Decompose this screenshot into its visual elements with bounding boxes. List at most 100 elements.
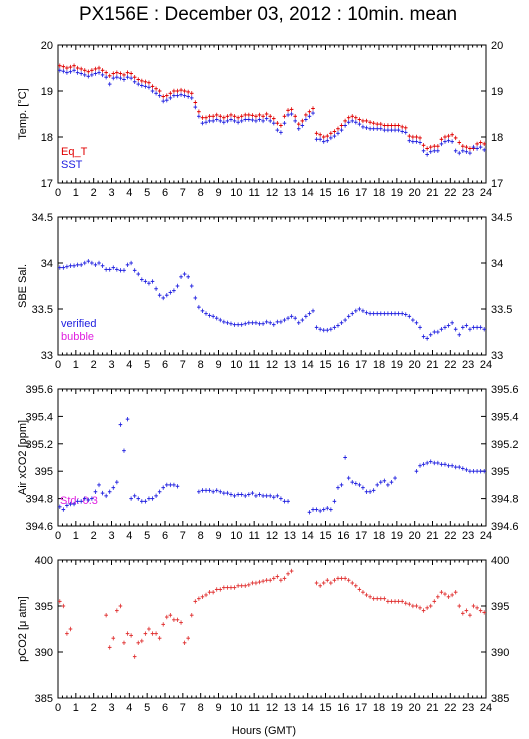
x-tick-label: 11 (248, 530, 259, 542)
data-point (229, 112, 233, 118)
data-point (300, 123, 305, 128)
data-point (343, 118, 347, 124)
x-tick-label: 6 (162, 702, 168, 714)
x-tick-label: 8 (198, 187, 204, 199)
data-point (97, 260, 101, 266)
data-point (229, 117, 233, 122)
data-point (282, 114, 287, 119)
data-point (325, 133, 330, 139)
x-tick-label: 4 (126, 359, 132, 371)
data-point (282, 317, 287, 323)
data-point (86, 497, 91, 503)
data-point (268, 114, 273, 119)
data-point (396, 127, 401, 133)
x-tick-label: 19 (391, 530, 403, 542)
data-point (207, 590, 212, 595)
legend-entry: verified (61, 318, 96, 330)
data-point (271, 495, 276, 500)
x-tick-label: 5 (144, 187, 150, 199)
x-tick-label: 7 (180, 530, 186, 542)
data-point (182, 640, 187, 645)
data-point (261, 578, 265, 584)
data-point (172, 617, 176, 622)
data-point (239, 114, 244, 119)
data-point (386, 599, 390, 604)
data-point (357, 121, 362, 127)
data-point (286, 499, 290, 504)
y-tick-label-right: 34.5 (491, 212, 512, 224)
data-point (236, 322, 240, 327)
x-tick-label: 22 (444, 187, 456, 199)
data-point (318, 132, 322, 137)
data-point (461, 466, 465, 471)
data-point (418, 140, 422, 145)
data-point (339, 576, 344, 581)
data-point (364, 592, 369, 598)
data-point (332, 499, 337, 504)
data-point (82, 260, 87, 266)
data-point (329, 507, 333, 512)
data-point (247, 117, 251, 122)
data-point (118, 75, 123, 81)
data-point (386, 123, 390, 128)
data-point (439, 462, 444, 467)
data-point (443, 462, 447, 467)
data-point (150, 631, 155, 636)
data-point (428, 149, 433, 154)
data-point (214, 316, 219, 321)
data-point (461, 144, 465, 149)
data-point (453, 148, 458, 153)
data-point (179, 274, 183, 279)
data-point (271, 576, 276, 581)
data-point (157, 88, 162, 94)
data-point (421, 148, 426, 153)
data-point (329, 135, 333, 141)
data-point (161, 295, 166, 301)
data-point (243, 583, 248, 588)
data-point (425, 336, 429, 341)
data-point (450, 592, 454, 598)
data-point (86, 258, 91, 264)
data-point (140, 83, 144, 88)
data-point (129, 71, 133, 76)
data-point (332, 133, 337, 139)
data-point (357, 482, 362, 488)
data-point (236, 120, 240, 125)
data-point (336, 485, 340, 490)
data-point (164, 614, 169, 620)
data-point (371, 596, 376, 601)
data-point (118, 603, 123, 609)
x-axis-title: Hours (GMT) (232, 725, 296, 737)
y-axis-title: Temp. [°C] (17, 88, 29, 139)
x-tick-label: 14 (302, 702, 314, 714)
data-point (325, 505, 330, 511)
y-tick-label-left: 394.6 (25, 521, 53, 533)
data-point (93, 71, 98, 76)
data-point (129, 260, 133, 266)
data-point (122, 268, 126, 273)
data-point (446, 463, 451, 468)
data-point (457, 603, 462, 609)
data-point (478, 144, 483, 150)
data-point (389, 599, 394, 604)
data-point (261, 114, 265, 119)
data-point (275, 121, 280, 126)
data-point (343, 317, 347, 323)
x-tick-label: 1 (73, 187, 79, 199)
x-tick-label: 21 (426, 359, 438, 371)
x-tick-label: 16 (337, 702, 349, 714)
x-tick-label: 0 (55, 530, 61, 542)
data-point (271, 121, 276, 126)
data-point (382, 127, 387, 133)
data-point (197, 109, 201, 114)
x-tick-label: 20 (409, 530, 421, 542)
data-point (79, 66, 83, 72)
data-point (357, 117, 362, 122)
data-point (318, 327, 322, 332)
data-point (204, 592, 208, 598)
data-point (350, 580, 355, 586)
data-point (293, 114, 297, 119)
data-point (382, 311, 387, 316)
data-point (271, 116, 276, 121)
